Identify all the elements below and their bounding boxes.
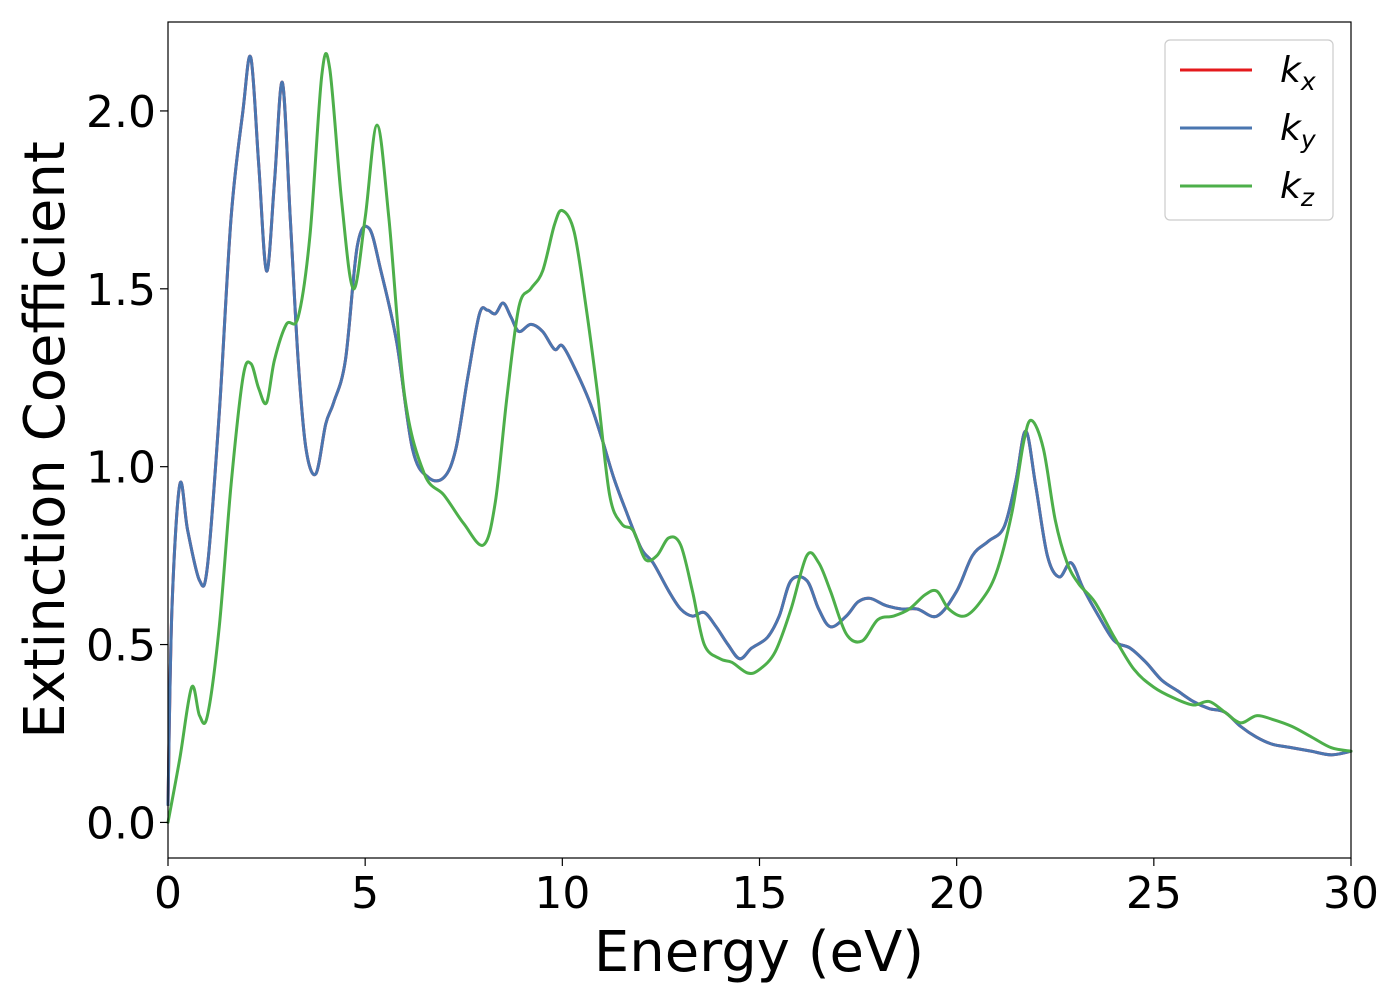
legend-box <box>1164 39 1334 221</box>
y-tick-label: 1.5 <box>86 265 156 316</box>
y-axis-label: Extinction Coefficient <box>13 141 78 739</box>
legend-label-y: ky <box>1280 108 1317 154</box>
y-tick-label: 0.5 <box>86 621 156 672</box>
y-axis-ticks: 0.0 0.5 1.0 1.5 2.0 <box>86 87 168 849</box>
x-tick-label: 10 <box>534 868 590 919</box>
x-tick-label: 15 <box>732 868 788 919</box>
series-line-y <box>166 54 1353 807</box>
series-layer <box>166 52 1353 824</box>
x-axis-ticks: 0 5 10 15 20 25 30 <box>154 858 1379 919</box>
legend-label-z: kz <box>1280 166 1315 212</box>
y-tick-label: 2.0 <box>86 87 156 138</box>
x-tick-label: 0 <box>154 868 182 919</box>
legend-label-x: kx <box>1280 50 1316 96</box>
series-line-z <box>166 52 1353 824</box>
x-tick-label: 30 <box>1323 868 1379 919</box>
plot-background <box>168 22 1351 858</box>
x-tick-label: 25 <box>1126 868 1182 919</box>
x-axis-label: Energy (eV) <box>594 920 924 985</box>
y-tick-label: 1.0 <box>86 443 156 494</box>
x-tick-label: 5 <box>351 868 379 919</box>
legend: kx ky kz <box>1164 39 1334 221</box>
x-tick-label: 20 <box>929 868 985 919</box>
y-tick-label: 0.0 <box>86 798 156 849</box>
